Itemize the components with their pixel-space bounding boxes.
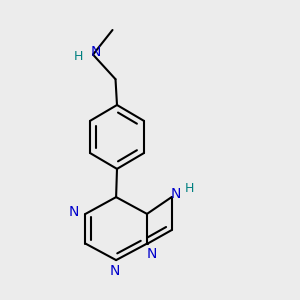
Text: N: N bbox=[110, 264, 120, 278]
Text: N: N bbox=[91, 45, 101, 58]
Text: N: N bbox=[68, 206, 79, 219]
Text: H: H bbox=[185, 182, 194, 195]
Text: N: N bbox=[171, 187, 181, 201]
Text: N: N bbox=[147, 247, 157, 261]
Text: H: H bbox=[74, 50, 83, 63]
